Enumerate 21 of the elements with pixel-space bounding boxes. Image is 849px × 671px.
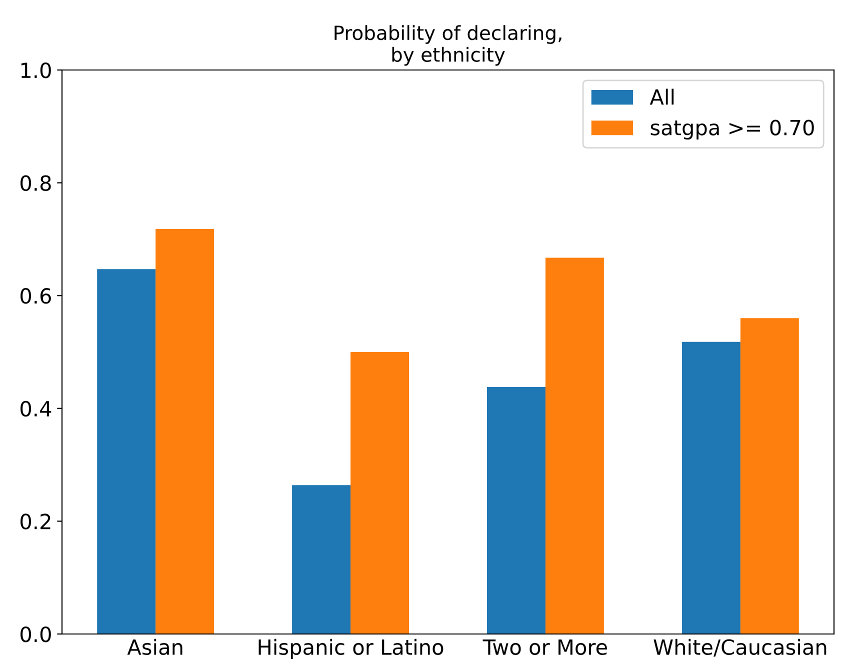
y-tick-label: 0.2 [20, 514, 50, 530]
bar [682, 342, 740, 634]
y-tick-label: 0.8 [20, 175, 51, 192]
y-tick-label: 0.4 [20, 400, 52, 417]
x-tick-label: White/Caucasian [654, 638, 826, 657]
y-tick-label: 1.0 [21, 62, 51, 78]
bar [740, 318, 799, 634]
bar [350, 352, 410, 634]
bar [545, 258, 604, 634]
legend-label: satgpa >= 0.70 [650, 120, 814, 140]
chart-title: Probability of declaring, by ethnicity [334, 25, 562, 66]
x-tick-label: Hispanic or Latino [258, 638, 444, 660]
y-tick-label: 0.0 [20, 626, 51, 642]
bar [97, 269, 156, 634]
y-tick-label: 0.6 [20, 288, 51, 304]
x-tick-label: Two or More [482, 640, 607, 655]
bar [156, 229, 214, 634]
legend-label: All [650, 88, 674, 105]
bar [292, 485, 351, 634]
bar [486, 386, 546, 634]
x-tick-label: Asian [127, 638, 182, 655]
